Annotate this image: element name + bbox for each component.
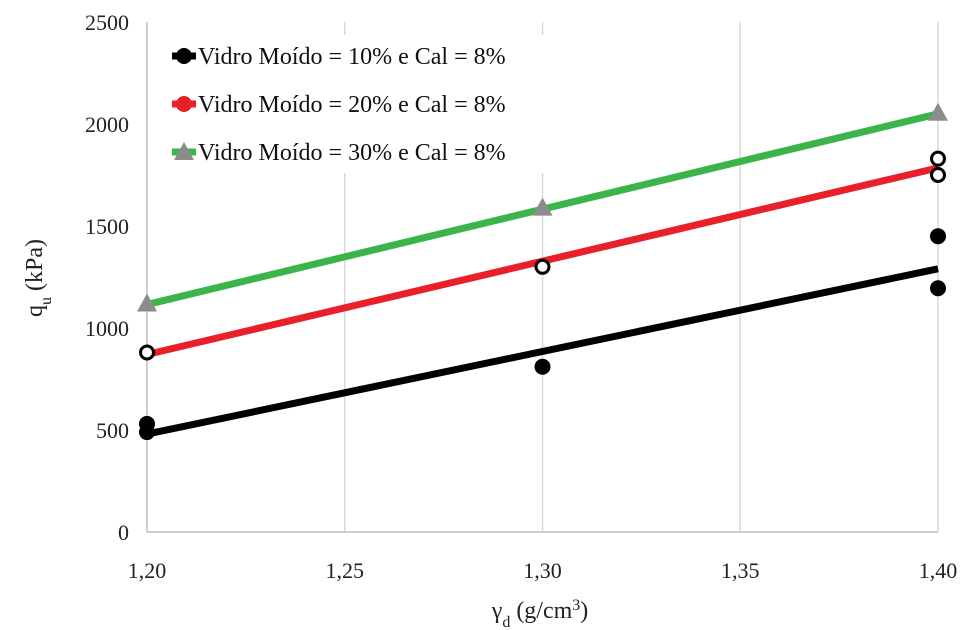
x-tick-label: 1,30 [523, 558, 562, 583]
legend-entry: Vidro Moído = 10% e Cal = 8% [172, 44, 506, 70]
y-tick-label: 2000 [85, 112, 129, 137]
data-point [930, 167, 946, 183]
legend-box [160, 35, 590, 173]
x-tick-label: 1,35 [721, 558, 760, 583]
y-tick-label: 2500 [85, 10, 129, 35]
data-point [532, 197, 553, 216]
y-tick-label: 1000 [85, 316, 129, 341]
legend: Vidro Moído = 10% e Cal = 8% Vidro Moído … [160, 35, 590, 173]
data-point [930, 150, 946, 167]
trend-line [146, 265, 939, 438]
x-axis-title: γd (g/cm3) [491, 597, 589, 630]
x-tick-label: 1,40 [919, 558, 958, 583]
axes [146, 22, 938, 533]
legend-label: Vidro Moído = 20% e Cal = 8% [198, 92, 506, 118]
y-tick-label: 1500 [85, 214, 129, 239]
data-markers [137, 102, 948, 441]
data-point [930, 228, 946, 245]
y-tick-label: 0 [118, 520, 129, 545]
y-axis-title: qu (kPa) [22, 239, 55, 317]
data-point [139, 424, 155, 441]
data-point [930, 280, 946, 297]
y-tick-label: 500 [96, 418, 129, 443]
data-point [137, 293, 157, 312]
legend-label: Vidro Moído = 10% e Cal = 8% [198, 44, 506, 70]
x-tick-label: 1,20 [128, 558, 167, 583]
data-point [534, 358, 551, 375]
legend-entry: Vidro Moído = 30% e Cal = 8% [172, 140, 506, 166]
legend-marker [174, 142, 194, 160]
legend-label: Vidro Moído = 30% e Cal = 8% [198, 140, 506, 166]
legend-marker [176, 48, 192, 64]
legend-marker [176, 96, 192, 112]
legend-entry: Vidro Moído = 20% e Cal = 8% [172, 92, 506, 118]
data-point [928, 102, 948, 121]
tick-labels: 1,20 1,25 1,30 1,35 1,40 0 500 1000 1500 2000 2500 [85, 10, 957, 583]
data-point [534, 258, 551, 275]
data-point [139, 344, 155, 361]
x-tick-label: 1,25 [326, 558, 365, 583]
